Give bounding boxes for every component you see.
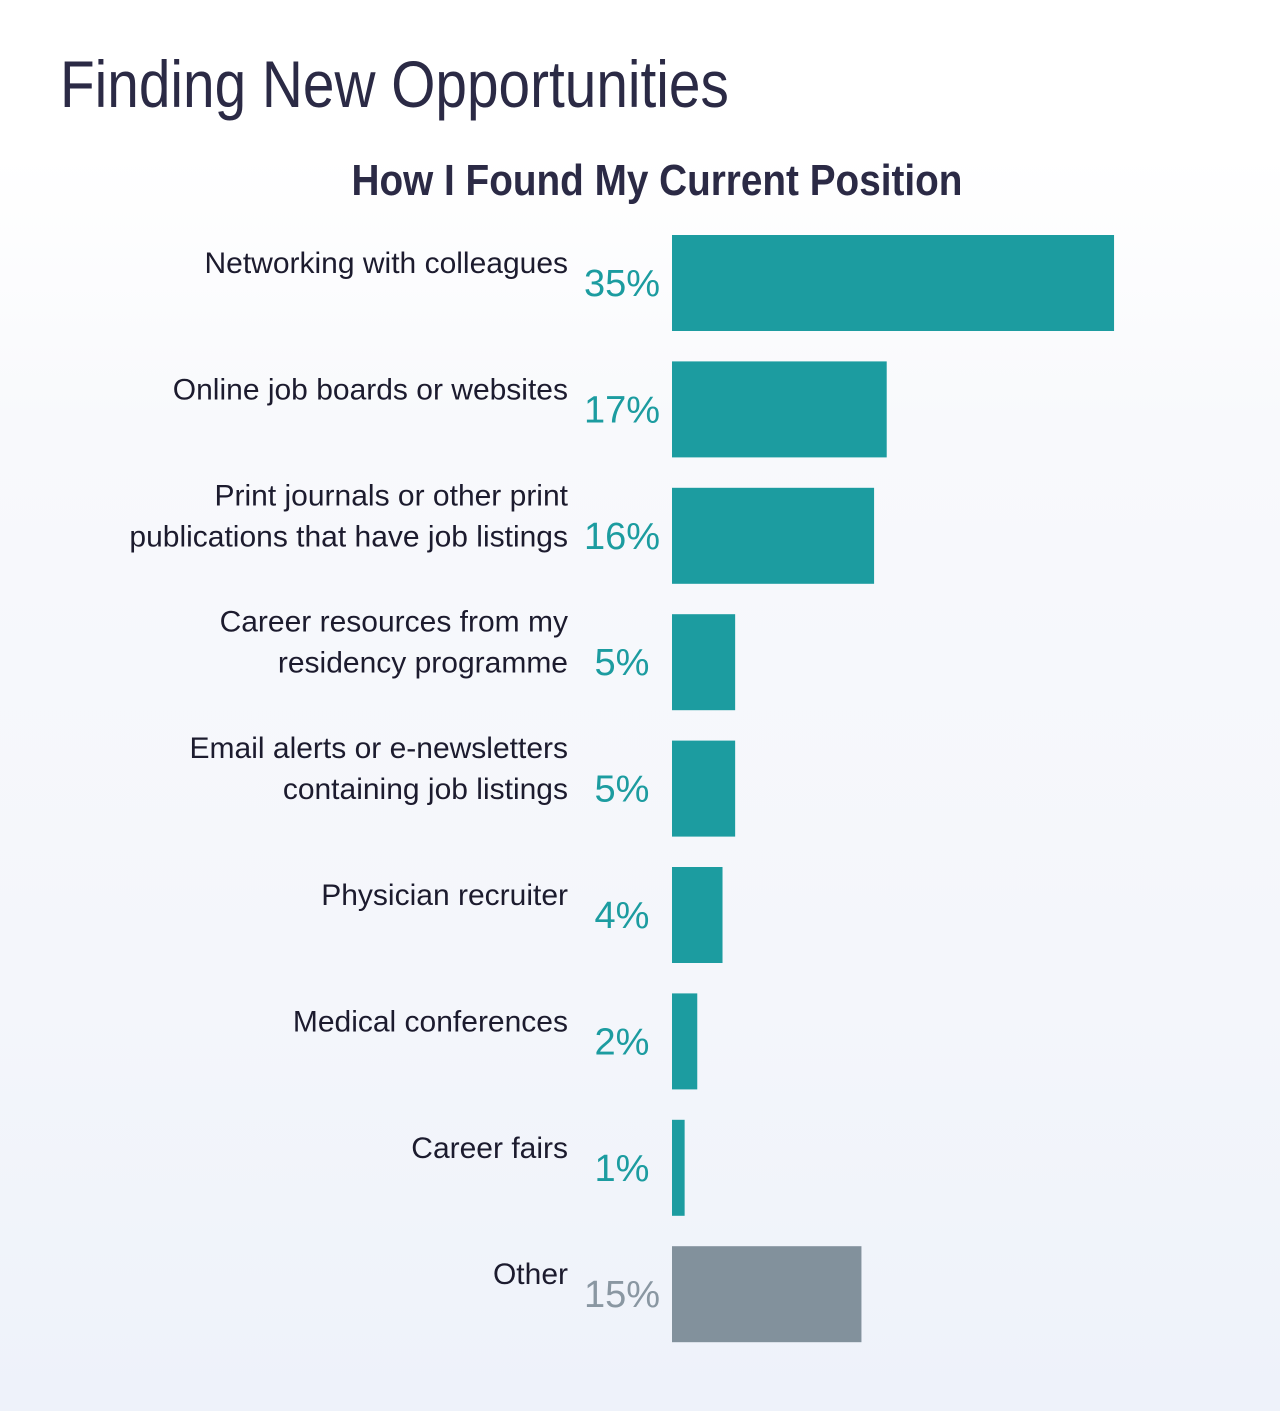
bar-1: [672, 361, 887, 458]
value-label-8: 15%: [584, 1274, 660, 1316]
value-label-3: 5%: [595, 642, 650, 684]
category-label-4-line-0: Email alerts or e-newsletters: [190, 732, 568, 765]
value-label-5: 4%: [595, 895, 650, 937]
category-label-7: Career fairs: [411, 1132, 568, 1165]
category-label-4-line-1: containing job listings: [283, 773, 568, 806]
category-label-2-line-1: publications that have job listings: [129, 520, 568, 553]
bar-7: [672, 1119, 685, 1216]
value-label-1: 17%: [584, 389, 660, 431]
value-label-7: 1%: [595, 1148, 650, 1190]
page-title: Finding New Opportunities: [60, 47, 729, 121]
chart-title: How I Found My Current Position: [351, 156, 963, 205]
bar-4: [672, 740, 736, 837]
bar-8: [672, 1246, 862, 1343]
value-label-4: 5%: [595, 769, 650, 811]
category-label-2-line-0: Print journals or other print: [215, 479, 569, 512]
bar-5: [672, 867, 723, 963]
category-label-8: Other: [493, 1258, 568, 1291]
category-label-3-line-0: Career resources from my: [220, 606, 568, 639]
category-label-1: Online job boards or websites: [173, 373, 568, 406]
value-label-2: 16%: [584, 516, 660, 558]
category-label-3-line-1: residency programme: [278, 647, 568, 680]
value-label-0: 35%: [584, 263, 660, 305]
bar-3: [672, 614, 736, 711]
category-label-0: Networking with colleagues: [204, 247, 568, 280]
category-label-6: Medical conferences: [293, 1005, 568, 1038]
bar-0: [672, 235, 1115, 331]
category-label-5: Physician recruiter: [321, 879, 568, 912]
bar-2: [672, 487, 875, 584]
value-label-6: 2%: [595, 1021, 650, 1063]
bar-6: [672, 993, 698, 1090]
